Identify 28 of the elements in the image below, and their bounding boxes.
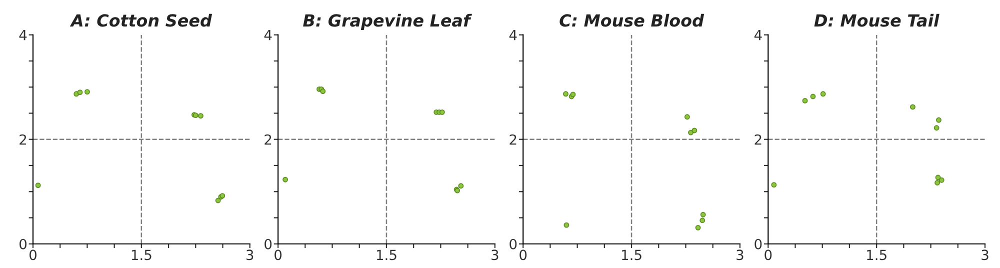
y-tick-label: 4: [509, 30, 517, 40]
y-tick-label: 4: [19, 30, 27, 40]
y-tick-label: 0: [510, 238, 517, 250]
y-tick-label: 4: [754, 30, 762, 40]
y-tick-label: 4: [264, 30, 272, 40]
y-tick-label: 0: [754, 238, 762, 250]
chart-title: A: Cotton Seed: [70, 14, 212, 27]
chart-title: B: Grapevine Leaf: [303, 14, 472, 30]
x-tick-label: 0: [29, 250, 36, 260]
y-tick-label: 0: [20, 238, 27, 250]
x-tick-label: 1.5: [867, 250, 886, 260]
x-tick-label: 3: [982, 250, 988, 260]
x-tick-label: 3: [246, 250, 254, 260]
x-tick-label: 0: [274, 250, 282, 260]
y-tick-label: 2: [754, 134, 762, 145]
chart-title: C: Mouse Blood: [560, 14, 704, 27]
y-tick-label: 2: [264, 134, 272, 145]
x-tick-label: 0: [764, 250, 772, 260]
chart-title: D: Mouse Tail: [814, 14, 940, 27]
x-tick-label: 0: [520, 250, 527, 260]
x-tick-label: 3: [492, 250, 498, 260]
x-tick-label: 1.5: [622, 250, 642, 260]
x-tick-label: 3: [736, 250, 744, 260]
x-tick-label: 1.5: [376, 250, 396, 260]
y-tick-label: 0: [264, 238, 272, 250]
x-tick-label: 1.5: [132, 250, 152, 260]
y-tick-label: 2: [510, 134, 516, 145]
y-tick-label: 2: [20, 134, 26, 145]
